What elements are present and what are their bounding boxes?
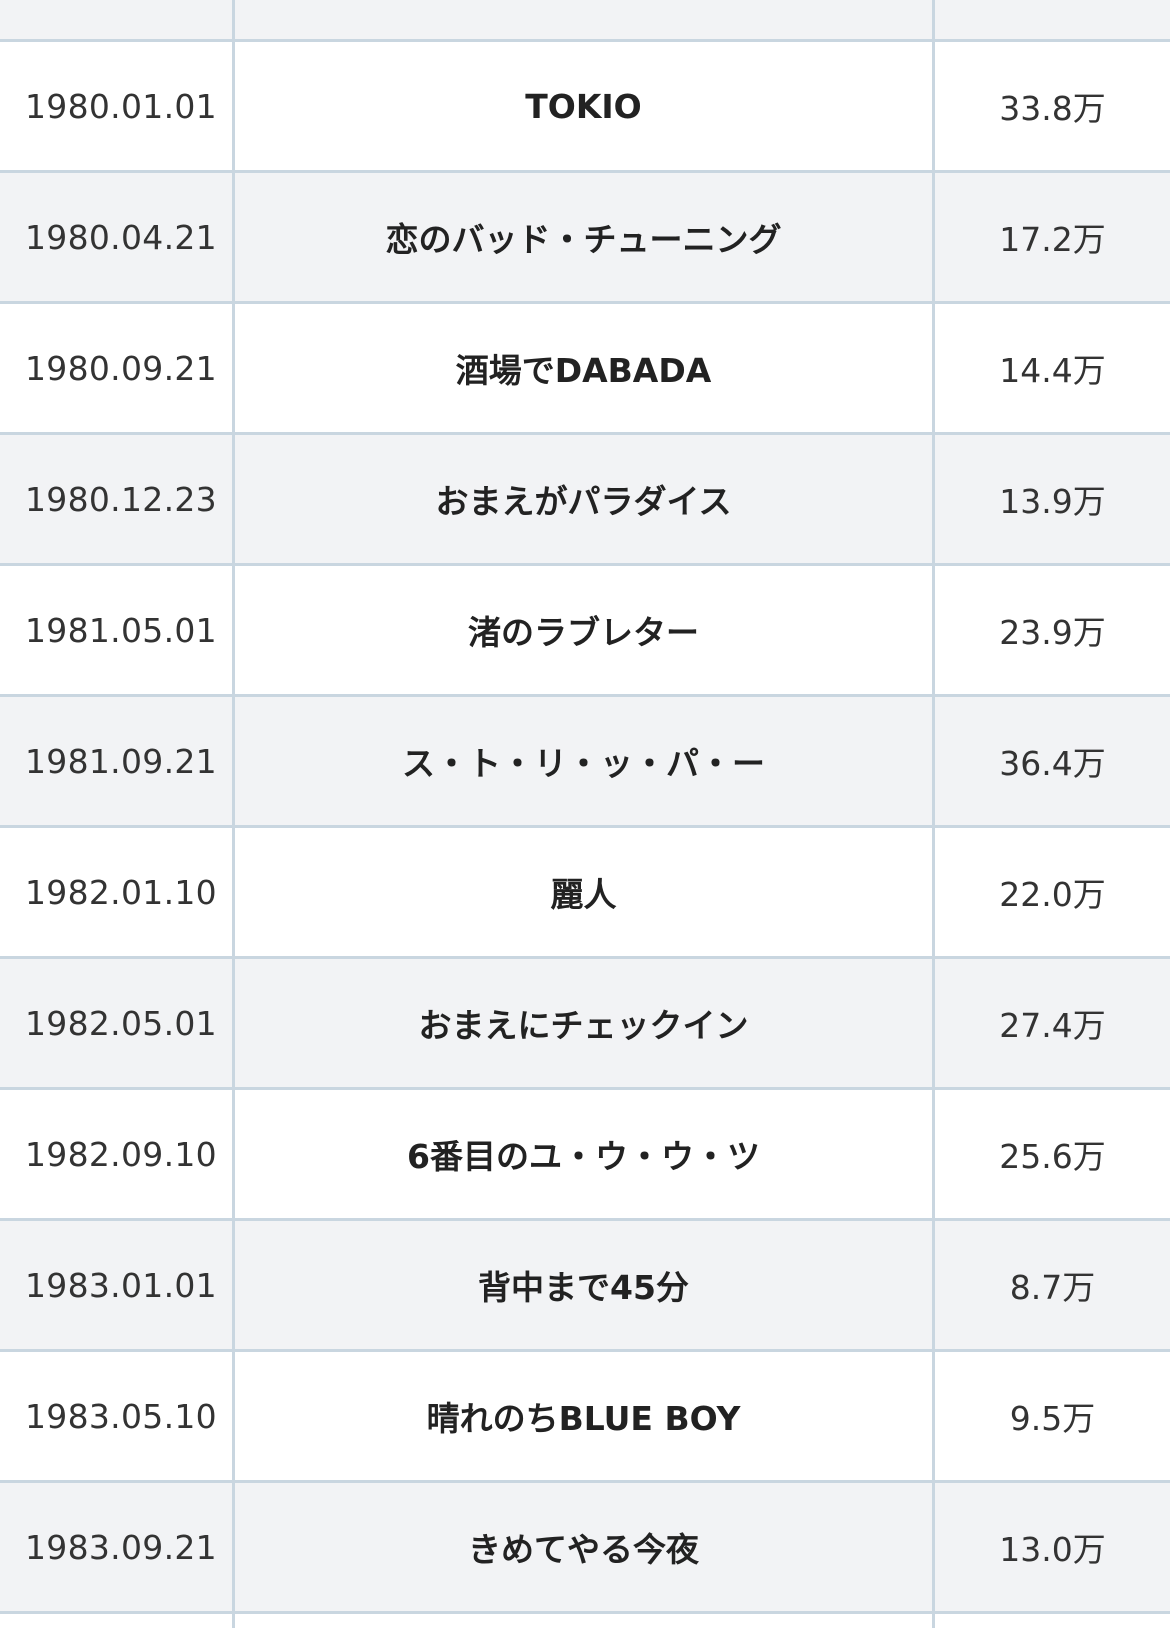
song-title-cell: おまえにチェックイン (235, 959, 935, 1087)
sales-cell: 8.7万 (1009, 1268, 1096, 1307)
table-row: 1980.09.21 酒場でDABADA 14.4万 (0, 304, 1170, 435)
release-date-cell: 1981.05.01 (0, 566, 235, 694)
release-date-cell: 1982.09.10 (0, 1090, 235, 1218)
song-title-cell: 酒場でDABADA (235, 304, 935, 432)
table-row: 1983.09.21 きめてやる今夜 13.0万 (0, 1483, 1170, 1614)
table-row: 1981.05.01 渚のラブレター 23.9万 (0, 566, 1170, 697)
table-row (0, 0, 1170, 42)
table-row: 1980.01.01 TOKIO 33.8万 (0, 42, 1170, 173)
table-row: 1983.01.01 背中まで45分 8.7万 (0, 1221, 1170, 1352)
table-row: 1982.09.10 6番目のユ・ウ・ウ・ツ 25.6万 (0, 1090, 1170, 1221)
table-row: 1980.12.23 おまえがパラダイス 13.9万 (0, 435, 1170, 566)
release-date-cell: 1980.09.21 (0, 304, 235, 432)
release-date-cell: 1980.04.21 (0, 173, 235, 301)
release-date-cell: 1983.05.10 (0, 1352, 235, 1480)
sales-cell: 13.9万 (999, 482, 1106, 521)
song-title-cell: 麗人 (235, 828, 935, 956)
sales-cell: 23.9万 (999, 613, 1106, 652)
song-title-cell: きめてやる今夜 (235, 1483, 935, 1611)
sales-cell: 36.4万 (999, 744, 1106, 783)
table-row: 1982.05.01 おまえにチェックイン 27.4万 (0, 959, 1170, 1090)
release-date-cell (0, 0, 235, 39)
song-title-cell: 恋のバッド・チューニング (235, 173, 935, 301)
song-title-cell: TOKIO (235, 42, 935, 170)
table-row: 1983.05.10 晴れのちBLUE BOY 9.5万 (0, 1352, 1170, 1483)
song-title-cell: 渚のラブレター (235, 566, 935, 694)
table-row: 1982.01.10 麗人 22.0万 (0, 828, 1170, 959)
song-title-cell: 晴れのちBLUE BOY (235, 1352, 935, 1480)
release-date-cell: 1982.01.10 (0, 828, 235, 956)
sales-cell: 17.2万 (999, 220, 1106, 259)
song-title-cell: 背中まで45分 (235, 1221, 935, 1349)
sales-cell: 27.4万 (999, 1006, 1106, 1045)
release-date-cell: 1982.05.01 (0, 959, 235, 1087)
sales-cell: 25.6万 (999, 1137, 1106, 1176)
sales-cell (935, 1614, 1170, 1628)
song-title-cell (235, 1614, 935, 1628)
song-title-cell: おまえがパラダイス (235, 435, 935, 563)
release-date-cell: 1983.09.21 (0, 1483, 235, 1611)
table-row: 1980.04.21 恋のバッド・チューニング 17.2万 (0, 173, 1170, 304)
sales-cell: 13.0万 (999, 1530, 1106, 1569)
release-date-cell: 1983.01.01 (0, 1221, 235, 1349)
sales-cell: 14.4万 (999, 351, 1106, 390)
table-row (0, 1614, 1170, 1628)
sales-cell: 9.5万 (1009, 1399, 1096, 1438)
release-date-cell: 1980.01.01 (0, 42, 235, 170)
sales-cell: 22.0万 (999, 875, 1106, 914)
release-date-cell (0, 1614, 235, 1628)
song-title-cell: 6番目のユ・ウ・ウ・ツ (235, 1090, 935, 1218)
song-title-cell (235, 0, 935, 39)
song-title-cell: ス・ト・リ・ッ・パ・ー (235, 697, 935, 825)
sales-cell: 33.8万 (999, 89, 1106, 128)
sales-cell (935, 0, 1170, 39)
table-row: 1981.09.21 ス・ト・リ・ッ・パ・ー 36.4万 (0, 697, 1170, 828)
release-date-cell: 1981.09.21 (0, 697, 235, 825)
release-date-cell: 1980.12.23 (0, 435, 235, 563)
